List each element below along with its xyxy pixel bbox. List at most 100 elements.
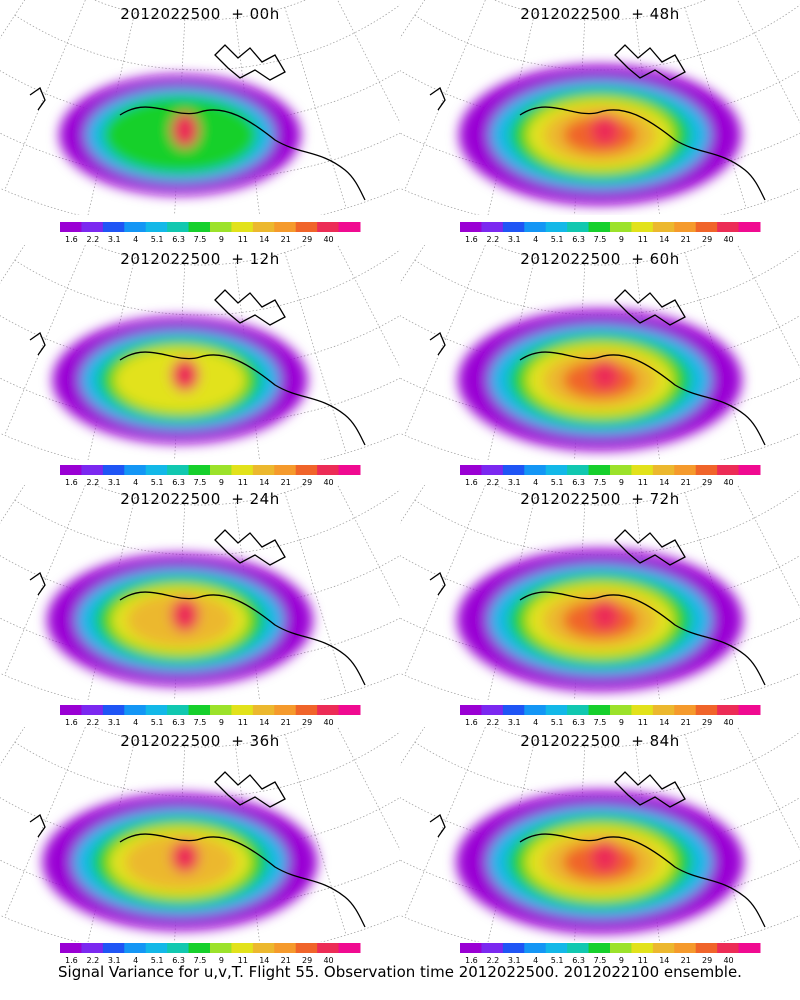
colorbar-tick-label: 11 xyxy=(638,956,648,965)
colorbar-tick-label: 29 xyxy=(702,478,712,487)
map-panel-7: 2012022500 + 84h 1.6 2.2 3.1 4 5.1 6.3 7.5 9 11 1… xyxy=(400,727,800,967)
colorbar-swatch xyxy=(588,943,611,953)
colorbar-tick-label: 6.3 xyxy=(572,235,585,244)
colorbar-swatch xyxy=(252,943,275,953)
colorbar-tick-label: 7.5 xyxy=(594,718,607,727)
map-panel-1: 2012022500 + 48h 1.6 2.2 3.1 4 5.1 6.3 7.5 9 11 1… xyxy=(400,0,800,244)
colorbar-tick-label: 9 xyxy=(619,956,624,965)
colorbar-swatch xyxy=(460,943,482,953)
colorbar-tick-label: 1.6 xyxy=(65,478,78,487)
colorbar-tick-label: 5.1 xyxy=(551,478,564,487)
colorbar-swatch xyxy=(567,705,590,715)
colorbar-swatch xyxy=(231,705,254,715)
colorbar-swatch xyxy=(588,465,611,475)
colorbar-tick-label: 1.6 xyxy=(465,235,478,244)
colorbar-swatch xyxy=(210,943,232,953)
colorbar-swatch xyxy=(124,943,147,953)
panel-title: 2012022500 + 12h xyxy=(120,250,280,268)
colorbar-swatch xyxy=(717,465,740,475)
colorbar-tick-label: 6.3 xyxy=(572,478,585,487)
colorbar-tick-label: 29 xyxy=(302,478,312,487)
variance-map xyxy=(400,727,800,942)
colorbar-swatch xyxy=(524,465,547,475)
colorbar-swatch xyxy=(81,943,104,953)
colorbar-tick-label: 3.1 xyxy=(508,235,521,244)
panel-title: 2012022500 + 36h xyxy=(120,732,280,750)
colorbar-tick-label: 29 xyxy=(302,956,312,965)
colorbar-swatch xyxy=(167,705,190,715)
colorbar-tick-label: 14 xyxy=(659,956,669,965)
colorbar-tick-label: 4 xyxy=(133,235,138,244)
map-panel-5: 2012022500 + 72h 1.6 2.2 3.1 4 5.1 6.3 7.5 9 11 1… xyxy=(400,485,800,727)
variance-field xyxy=(47,553,313,687)
colorbar-swatch xyxy=(631,222,654,232)
colorbar-tick-label: 7.5 xyxy=(194,478,207,487)
colorbar-swatch xyxy=(545,705,568,715)
variance-peak xyxy=(171,358,199,392)
colorbar-swatch xyxy=(610,705,632,715)
colorbar-swatch xyxy=(738,943,761,953)
colorbar: 1.6 2.2 3.1 4 5.1 6.3 7.5 9 11 14 21 29 40 xyxy=(460,705,761,727)
colorbar-swatch xyxy=(188,705,211,715)
colorbar-tick-label: 9 xyxy=(619,718,624,727)
colorbar-swatch xyxy=(295,222,318,232)
colorbar-swatch xyxy=(738,222,761,232)
colorbar-swatch xyxy=(502,465,525,475)
colorbar-tick-label: 6.3 xyxy=(172,235,185,244)
colorbar-tick-label: 40 xyxy=(323,235,333,244)
variance-peak xyxy=(171,112,199,148)
colorbar-tick-label: 29 xyxy=(302,235,312,244)
variance-map xyxy=(400,0,800,215)
colorbar-swatch xyxy=(738,705,761,715)
variance-field xyxy=(59,74,301,196)
variance-map xyxy=(400,485,800,700)
colorbar-swatch xyxy=(695,943,718,953)
colorbar-swatch xyxy=(338,705,361,715)
colorbar-tick-label: 40 xyxy=(323,956,333,965)
colorbar-tick-label: 14 xyxy=(659,718,669,727)
colorbar-swatch xyxy=(567,222,590,232)
colorbar-swatch xyxy=(81,465,104,475)
colorbar-swatch xyxy=(210,465,232,475)
colorbar-tick-label: 11 xyxy=(238,235,248,244)
colorbar: 1.6 2.2 3.1 4 5.1 6.3 7.5 9 11 14 21 29 40 xyxy=(60,705,361,727)
colorbar-tick-label: 9 xyxy=(619,478,624,487)
colorbar-swatch xyxy=(274,465,297,475)
colorbar-tick-label: 5.1 xyxy=(151,235,164,244)
colorbar-swatch xyxy=(460,222,482,232)
colorbar-tick-label: 9 xyxy=(219,718,224,727)
panel-title: 2012022500 + 72h xyxy=(520,490,680,508)
colorbar-tick-label: 5.1 xyxy=(551,956,564,965)
variance-map xyxy=(0,727,400,942)
colorbar-tick-label: 11 xyxy=(238,956,248,965)
colorbar-swatch xyxy=(338,222,361,232)
variance-field xyxy=(459,64,741,206)
colorbar-swatch xyxy=(210,705,232,715)
colorbar-tick-label: 14 xyxy=(259,718,269,727)
panel-title: 2012022500 + 24h xyxy=(120,490,280,508)
colorbar-swatch xyxy=(60,943,82,953)
colorbar-swatch xyxy=(567,943,590,953)
colorbar-tick-label: 1.6 xyxy=(65,956,78,965)
colorbar-swatch xyxy=(481,705,504,715)
colorbar-swatch xyxy=(695,465,718,475)
colorbar-tick-label: 3.1 xyxy=(108,478,121,487)
colorbar-swatch xyxy=(274,705,297,715)
colorbar-tick-label: 6.3 xyxy=(572,718,585,727)
variance-peak xyxy=(591,359,619,391)
colorbar-swatch xyxy=(695,705,718,715)
coastline xyxy=(29,289,366,446)
map-panel-0: 2012022500 + 00h 1.6 2.2 3.1 4 5.1 6.3 7.5 9 11 1… xyxy=(0,0,400,244)
colorbar-tick-label: 21 xyxy=(281,956,291,965)
variance-map xyxy=(400,245,800,460)
colorbar-tick-label: 1.6 xyxy=(65,235,78,244)
colorbar-swatch xyxy=(102,943,125,953)
colorbar-tick-label: 2.2 xyxy=(486,478,499,487)
colorbar-swatch xyxy=(81,705,104,715)
colorbar-swatch xyxy=(502,705,525,715)
colorbar-tick-label: 40 xyxy=(723,956,733,965)
colorbar-swatch xyxy=(145,465,168,475)
colorbar-tick-label: 6.3 xyxy=(572,956,585,965)
colorbar-swatch xyxy=(481,943,504,953)
colorbar-tick-label: 4 xyxy=(133,718,138,727)
